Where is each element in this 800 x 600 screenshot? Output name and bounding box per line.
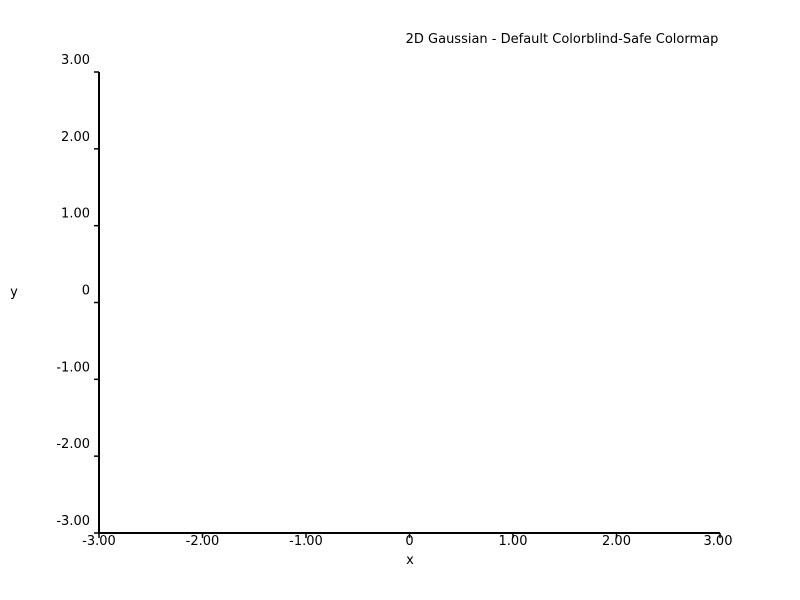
y-axis-title: y <box>10 285 18 300</box>
y-tick-label: -2.00 <box>56 437 90 452</box>
y-tick-label: -3.00 <box>56 514 90 529</box>
chart-title: 2D Gaussian - Default Colorblind-Safe Co… <box>406 32 719 47</box>
y-tick-label: 2.00 <box>61 130 90 145</box>
y-tick-label: 0 <box>82 284 90 299</box>
y-tick-label: -1.00 <box>56 360 90 375</box>
y-tick-label: 1.00 <box>61 207 90 222</box>
y-ticks: 3.00 2.00 1.00 0 -1.00 -2.00 -3.00 <box>56 53 99 534</box>
y-tick-label: 3.00 <box>61 53 90 68</box>
x-ticks: -3.00 -2.00 -1.00 0 1.00 2.00 3.00 <box>82 533 732 549</box>
x-tick-label: 2.00 <box>602 534 631 549</box>
x-tick-label: 1.00 <box>499 534 528 549</box>
x-tick-label: -1.00 <box>289 534 323 549</box>
x-axis-title: x <box>406 553 414 568</box>
x-tick-label: 3.00 <box>704 534 733 549</box>
x-tick-label: 0 <box>405 534 413 549</box>
x-tick-label: -3.00 <box>82 534 116 549</box>
x-tick-label: -2.00 <box>186 534 220 549</box>
